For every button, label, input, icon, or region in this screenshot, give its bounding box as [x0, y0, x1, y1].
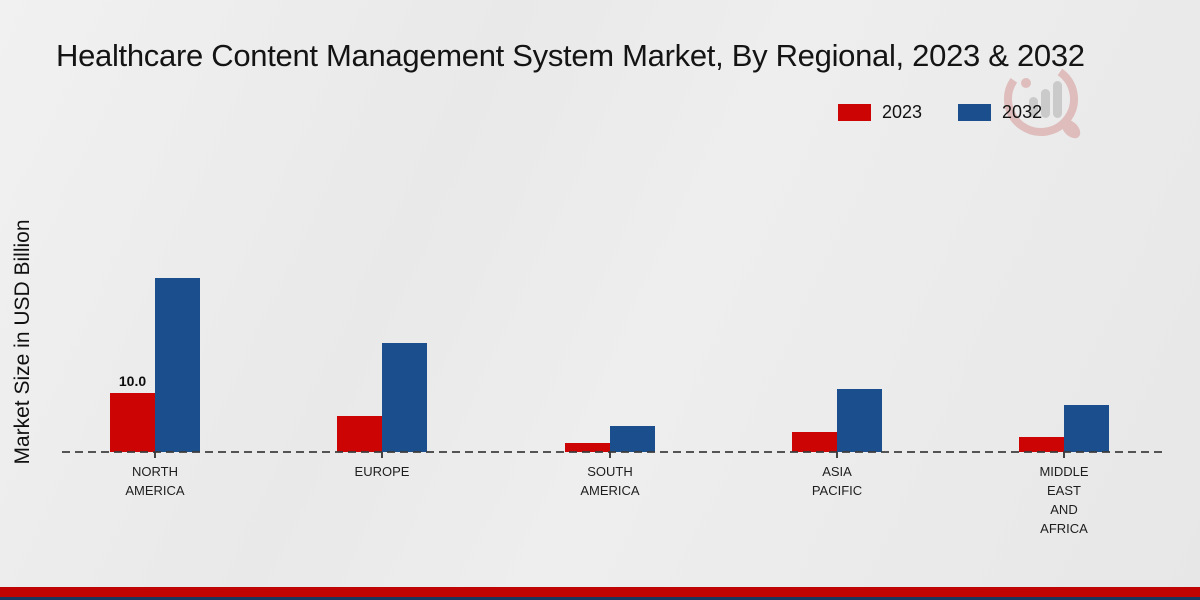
chart-title: Healthcare Content Management System Mar… — [56, 38, 1085, 73]
axis-tick-middle-east-and-africa — [1063, 452, 1065, 458]
bar-value-label: 10.0 — [118, 373, 147, 389]
axis-tick-asia-pacific — [836, 452, 838, 458]
y-axis-label: Market Size in USD Billion — [11, 219, 34, 465]
bar-2032-middle-east-and-africa — [1064, 405, 1109, 452]
axis-tick-europe — [381, 452, 383, 458]
watermark-logo-icon — [995, 52, 1087, 151]
bar-2032-europe — [382, 343, 427, 452]
bar-2032-asia-pacific — [837, 389, 882, 452]
legend-label-2023: 2023 — [882, 102, 923, 122]
category-label-north-america: NORTH AMERICA — [125, 464, 185, 498]
axis-tick-south-america — [609, 452, 611, 458]
axis-tick-north-america — [154, 452, 156, 458]
legend-swatch-2032 — [958, 104, 992, 121]
bar-2032-north-america — [155, 278, 200, 452]
legend-swatch-2023 — [838, 104, 871, 121]
footer-stripe-red — [0, 587, 1200, 597]
legend: 2023 2032 — [838, 102, 1042, 123]
category-label-south-america: SOUTH AMERICA — [580, 464, 640, 498]
category-label-asia-pacific: ASIA PACIFIC — [811, 464, 863, 498]
bar-2023-middle-east-and-africa — [1019, 437, 1064, 452]
category-label-europe: EUROPE — [354, 464, 410, 479]
legend-item-2023: 2023 — [838, 102, 922, 123]
x-axis-baseline — [62, 451, 1164, 453]
bar-2023-south-america — [565, 443, 610, 452]
legend-label-2032: 2032 — [1002, 102, 1043, 122]
legend-item-2032: 2032 — [958, 102, 1042, 123]
bar-2023-north-america — [110, 393, 155, 452]
bar-2023-europe — [337, 416, 382, 452]
bar-2023-asia-pacific — [792, 432, 837, 452]
bar-2032-south-america — [610, 426, 655, 452]
footer-stripe-navy — [0, 597, 1200, 600]
category-label-middle-east-and-africa: MIDDLE EAST AND AFRICA — [1039, 464, 1089, 536]
